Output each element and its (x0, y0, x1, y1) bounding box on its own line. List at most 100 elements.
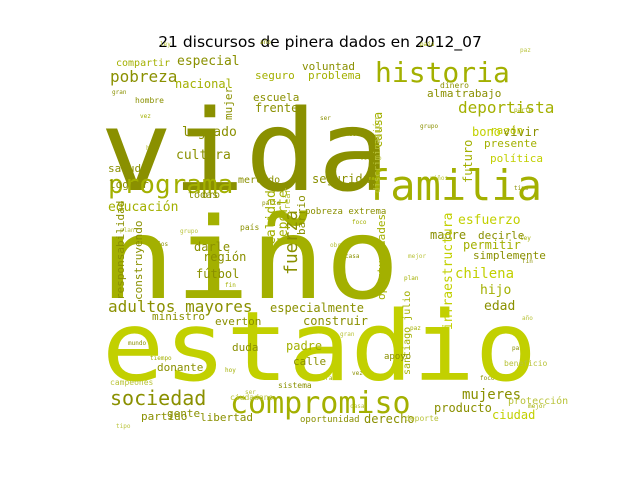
filler-word: niños (150, 241, 168, 248)
word-deporte: deporte (276, 190, 291, 245)
word-vida: vida (100, 87, 390, 217)
word-adultos-mayores: adultos mayores (108, 297, 253, 316)
filler-word: parte (514, 107, 532, 114)
word-decirle: decirle (478, 229, 524, 242)
filler-word: tiempo (150, 355, 172, 362)
filler-word: grupo (180, 228, 198, 235)
filler-word: hoy (146, 145, 157, 152)
word-madre: madre (430, 228, 466, 242)
word-trabajo: trabajo (455, 87, 501, 100)
word-lograr: lograr (109, 178, 149, 191)
word-protección: protección (508, 395, 568, 407)
word-especialmente: especialmente (270, 301, 364, 315)
filler-word: paz (410, 325, 421, 332)
filler-word: grupo (420, 123, 438, 130)
word-edad: edad (484, 299, 515, 314)
word-programa: programa (108, 170, 233, 200)
filler-word: tiempo (360, 155, 382, 162)
filler-word: vez (140, 113, 151, 120)
filler-word: fin (225, 282, 236, 289)
word-construir: construir (303, 314, 368, 328)
word-seguridad: seguridad (312, 172, 377, 186)
word-salud: salud (108, 162, 141, 175)
filler-word: tipo (116, 423, 131, 430)
word-dinero: dinero (440, 81, 469, 90)
word-escuela: escuela (253, 91, 299, 104)
word-niño: niño (100, 195, 400, 325)
word-donante: donante (157, 361, 203, 374)
word-permitir: permitir (463, 238, 521, 252)
word-sistema: sistema (278, 381, 312, 390)
word-logrado: logrado (182, 125, 237, 140)
filler-word: obra (318, 375, 333, 382)
word-ministro: ministro (152, 310, 205, 323)
word-barrio-cívico: barrio cívico (295, 149, 308, 235)
word-alma: alma (427, 87, 454, 100)
word-compromiso: compromiso (230, 386, 411, 421)
word-vivir: vivir (503, 125, 539, 139)
word-everton: everton (215, 315, 261, 328)
word-ciudadano: ciudadano (230, 393, 274, 402)
filler-word: ser (245, 389, 256, 396)
filler-word: tipo (514, 185, 529, 192)
word-pobreza-extrema: pobreza extrema (305, 207, 386, 217)
word-santiago-julio: santiago julio (402, 291, 413, 375)
word-esfuerzo: esfuerzo (458, 213, 521, 228)
word-sociedad: sociedad (110, 386, 206, 410)
filler-word: plan (120, 227, 135, 234)
word-oro: oro (202, 190, 220, 201)
filler-word: ser (320, 115, 331, 122)
filler-word: paz (520, 47, 531, 54)
filler-word: vez (352, 370, 363, 377)
word-gente: gente (167, 407, 200, 420)
filler-word: casa (345, 253, 360, 260)
word-padre: padre (286, 339, 322, 353)
word-problema: problema (308, 69, 361, 82)
filler-word: mundo (338, 131, 356, 138)
filler-word: mundo (128, 340, 146, 347)
word-cultura: cultura (176, 148, 231, 163)
word-fútbol: fútbol (196, 267, 239, 281)
word-bono: bono (472, 125, 501, 139)
word-calidad: calidad (264, 190, 279, 245)
chart-title: 21 discursos de pinera dados en 2012_07 (158, 33, 482, 51)
word-oportunidades: oportunidades (375, 214, 388, 300)
word-seguro: seguro (255, 69, 295, 82)
word-presente: presente (484, 137, 537, 150)
filler-word: obra (330, 242, 345, 249)
word-oportunidad: oportunidad (300, 415, 360, 425)
filler-word: fin (522, 258, 533, 265)
filler-word: año (522, 315, 533, 322)
filler-word: foco (352, 219, 367, 226)
word-razón: razón (490, 124, 523, 137)
word-libertad: libertad (200, 411, 253, 424)
word-calle: calle (293, 355, 326, 368)
filler-word: país (512, 345, 527, 352)
word-discriminación: discriminación (372, 117, 383, 193)
word-derecho: derecho (364, 412, 415, 426)
filler-word: año (260, 39, 271, 46)
word-voluntad: voluntad (302, 60, 355, 73)
filler-word: niños (430, 175, 448, 182)
word-mercado: mercado (238, 175, 280, 186)
filler-word: mejor (408, 253, 426, 260)
word-todas: todas (188, 190, 218, 201)
word-política: política (490, 152, 543, 165)
word-deporte: deporte (405, 414, 439, 423)
filler-word: hoy (225, 367, 236, 374)
filler-word: país (420, 41, 435, 48)
word-responsabilidad: responsabilidad (114, 201, 127, 300)
word-infraestructura: infraestructura (441, 213, 456, 330)
word-país: país (240, 223, 259, 232)
word-deportista: deportista (458, 98, 554, 117)
filler-word: plan (404, 275, 419, 282)
filler-word: parte (262, 200, 280, 207)
word-producto: producto (434, 401, 492, 415)
filler-word: mejor (528, 403, 546, 410)
word-estadio: estadio (102, 291, 537, 403)
word-chilena: chilena (455, 266, 514, 282)
word-nacional: nacional (175, 77, 233, 91)
filler-word: gran (112, 89, 127, 96)
word-causa: causa (371, 112, 385, 148)
word-duda: duda (232, 341, 259, 354)
